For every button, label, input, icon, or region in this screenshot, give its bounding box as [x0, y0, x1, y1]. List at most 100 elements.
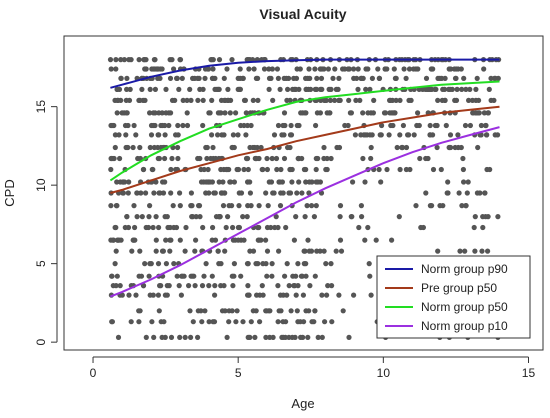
scatter-point [348, 214, 354, 220]
scatter-point [284, 261, 290, 267]
scatter-point [247, 57, 253, 63]
scatter-point [306, 190, 312, 196]
scatter-point [163, 86, 169, 92]
scatter-point [163, 261, 169, 267]
scatter-point [495, 132, 501, 138]
scatter-point [193, 214, 199, 220]
scatter-point [184, 110, 190, 116]
scatter-point [355, 66, 361, 72]
scatter-point [375, 66, 381, 72]
scatter-point [210, 224, 216, 231]
scatter-point [248, 122, 254, 129]
scatter-point [311, 214, 317, 220]
scatter-point [254, 144, 260, 151]
scatter-point [108, 166, 114, 173]
legend-label: Pre group p50 [421, 281, 497, 295]
scatter-point [255, 224, 261, 231]
scatter-point [146, 273, 152, 279]
scatter-point [390, 110, 396, 116]
scatter-point [233, 110, 239, 116]
scatter-point [202, 75, 208, 81]
scatter-point [142, 97, 148, 103]
scatter-point [216, 57, 223, 63]
scatter-point [287, 132, 294, 138]
scatter-point [126, 57, 132, 63]
scatter-point [196, 203, 202, 209]
x-tick-label: 15 [522, 366, 536, 380]
scatter-point [119, 292, 125, 298]
scatter-point [474, 75, 480, 81]
scatter-point [151, 334, 157, 340]
scatter-point [326, 86, 332, 92]
scatter-point [269, 66, 275, 72]
scatter-point [234, 166, 240, 173]
scatter-point [248, 319, 254, 325]
scatter-point [134, 190, 140, 196]
scatter-point [423, 190, 429, 196]
scatter-point [447, 132, 454, 138]
scatter-point [307, 283, 313, 289]
scatter-point [363, 86, 369, 92]
scatter-point [427, 122, 433, 129]
scatter-point [359, 214, 365, 220]
scatter-point [203, 179, 209, 185]
scatter-point [155, 66, 161, 72]
scatter-point [131, 122, 137, 129]
scatter-point [302, 214, 308, 220]
scatter-point [406, 97, 412, 103]
scatter-point [308, 86, 314, 92]
scatter-point [259, 166, 265, 173]
scatter-point [231, 179, 237, 185]
scatter-point [306, 308, 312, 314]
y-tick-label: 15 [34, 100, 48, 114]
scatter-point [240, 319, 246, 325]
scatter-point [236, 203, 242, 209]
scatter-point [371, 97, 377, 103]
scatter-point [118, 75, 124, 81]
scatter-point [400, 122, 406, 129]
scatter-point [209, 97, 215, 103]
scatter-point [266, 75, 273, 81]
scatter-point [203, 144, 209, 151]
scatter-point [113, 57, 119, 63]
scatter-point [182, 248, 188, 254]
scatter-point [230, 132, 236, 138]
scatter-point [137, 97, 143, 103]
scatter-point [187, 86, 193, 92]
scatter-point [420, 224, 426, 231]
scatter-point [333, 248, 339, 254]
scatter-point [266, 86, 272, 92]
scatter-point [365, 224, 371, 231]
scatter-point [110, 237, 116, 243]
scatter-point [430, 132, 436, 138]
scatter-point [260, 261, 266, 267]
scatter-point [229, 144, 235, 151]
scatter-point [281, 132, 287, 138]
scatter-point [447, 86, 453, 92]
scatter-point [132, 224, 138, 231]
scatter-point [177, 190, 183, 196]
scatter-point [247, 144, 253, 151]
scatter-point [369, 75, 375, 81]
scatter-point [168, 237, 174, 243]
scatter-point [174, 75, 180, 81]
scatter-point [140, 166, 146, 173]
scatter-point [401, 66, 407, 72]
chart-title: Visual Acuity [259, 6, 346, 22]
scatter-point [163, 237, 169, 243]
scatter-point [299, 155, 305, 162]
scatter-point [223, 224, 229, 231]
scatter-point [192, 283, 198, 289]
scatter-point [114, 203, 120, 209]
scatter-point [188, 190, 194, 196]
scatter-point [215, 248, 221, 254]
scatter-point [464, 190, 470, 196]
scatter-point [153, 179, 159, 185]
scatter-point [294, 190, 300, 196]
scatter-point [247, 248, 253, 254]
scatter-point [143, 224, 149, 231]
scatter-point [389, 237, 395, 243]
scatter-point [231, 261, 237, 267]
scatter-point [258, 144, 264, 151]
